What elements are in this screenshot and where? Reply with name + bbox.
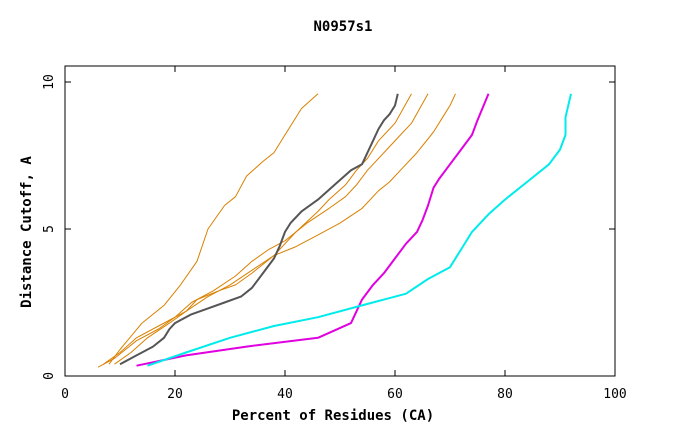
x-tick-label: 20 [167, 387, 183, 402]
x-axis: 0 20 40 60 80 100 [61, 66, 627, 402]
series-line-2 [103, 93, 412, 365]
series-line-4 [114, 93, 456, 365]
y-tick-label: 0 [42, 372, 57, 380]
series-line-3 [97, 93, 429, 368]
series-layer [97, 93, 572, 368]
series-line-6 [136, 93, 490, 367]
x-tick-label: 60 [387, 387, 403, 402]
y-tick-label: 10 [42, 74, 57, 90]
series-line-5 [119, 93, 399, 366]
y-axis-label: Distance Cutoff, A [19, 156, 35, 308]
x-tick-label: 0 [61, 387, 69, 402]
series-line-7 [147, 93, 572, 367]
y-tick-label: 5 [42, 225, 57, 233]
x-axis-label: Percent of Residues (CA) [232, 408, 434, 424]
x-tick-label: 100 [603, 387, 626, 402]
chart-title: N0957s1 [313, 19, 372, 35]
plot-frame [64, 65, 616, 377]
x-tick-label: 40 [277, 387, 293, 402]
x-tick-label: 80 [497, 387, 513, 402]
series-line-1 [108, 93, 319, 365]
y-axis: 0 5 10 [42, 74, 615, 380]
